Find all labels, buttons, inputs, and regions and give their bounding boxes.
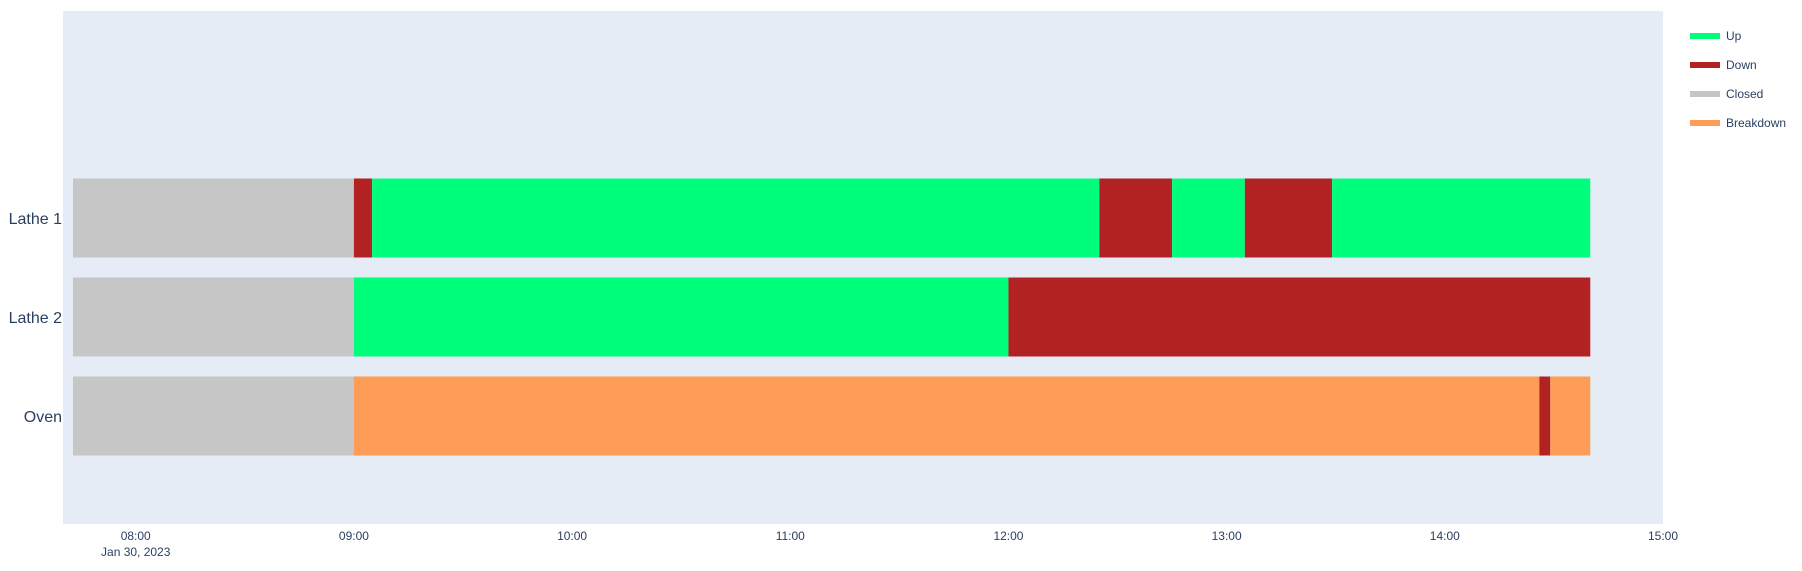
bar-lathe-1-up-6[interactable] [1332, 178, 1591, 258]
legend-label-up[interactable]: Up [1726, 29, 1742, 43]
bar-lathe-1-up-4[interactable] [1172, 178, 1245, 258]
x-axis-ticks: 08:00 09:00 10:00 11:00 12:00 13:00 14:00 15:00 [121, 529, 1679, 543]
bar-oven-breakdown-13[interactable] [1550, 376, 1591, 456]
y-label-lathe-1: Lathe 1 [9, 211, 62, 228]
x-tick-1200: 12:00 [993, 529, 1023, 543]
bar-lathe-2-closed-7[interactable] [73, 277, 354, 357]
x-tick-1100: 11:00 [776, 529, 805, 543]
x-tick-1000: 10:00 [557, 529, 587, 543]
bar-lathe-1-closed-0[interactable] [73, 178, 354, 258]
x-tick-1500: 15:00 [1648, 529, 1678, 543]
bar-oven-down-12[interactable] [1539, 376, 1551, 456]
x-tick-0800: 08:00 [121, 529, 151, 543]
bar-lathe-2-down-9[interactable] [1008, 277, 1591, 357]
x-axis-date-label: Jan 30, 2023 [101, 545, 171, 559]
legend-label-breakdown[interactable]: Breakdown [1726, 116, 1786, 130]
y-label-oven: Oven [24, 409, 62, 426]
legend-label-down[interactable]: Down [1726, 58, 1757, 72]
x-tick-0900: 09:00 [339, 529, 369, 543]
legend[interactable]: Up Down Closed Breakdown [1690, 29, 1786, 130]
bar-lathe-1-down-5[interactable] [1244, 178, 1333, 258]
bar-oven-breakdown-11[interactable] [353, 376, 1540, 456]
legend-label-closed[interactable]: Closed [1726, 87, 1763, 101]
x-tick-1400: 14:00 [1430, 529, 1460, 543]
y-axis-labels: Lathe 1 Lathe 2 Oven [9, 211, 62, 426]
bars-group [73, 178, 1591, 456]
bar-lathe-2-up-8[interactable] [353, 277, 1009, 357]
x-tick-1300: 13:00 [1212, 529, 1242, 543]
y-label-lathe-2: Lathe 2 [9, 310, 62, 327]
bar-lathe-1-down-1[interactable] [353, 178, 373, 258]
bar-lathe-1-down-3[interactable] [1099, 178, 1173, 258]
bar-oven-closed-10[interactable] [73, 376, 354, 456]
bar-lathe-1-up-2[interactable] [372, 178, 1100, 258]
